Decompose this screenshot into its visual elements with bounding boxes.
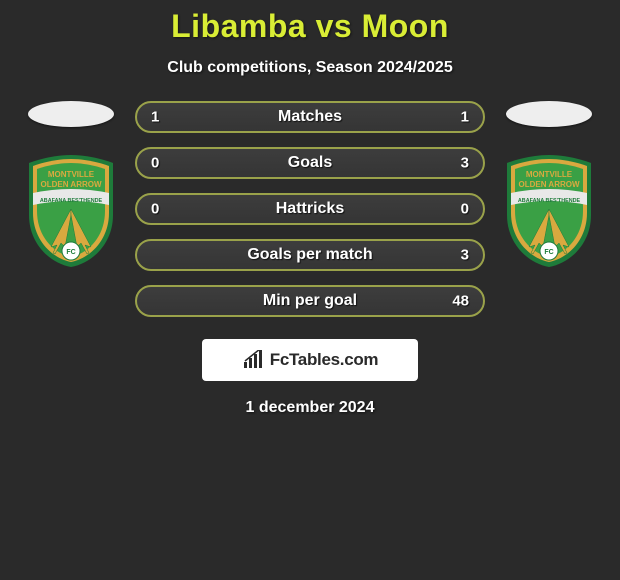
stat-row-goals-per-match: Goals per match 3 [135, 239, 485, 271]
stat-right-value: 48 [452, 293, 469, 310]
stat-row-matches: 1 Matches 1 [135, 101, 485, 133]
brand-link[interactable]: FcTables.com [202, 339, 418, 381]
svg-text:OLDEN ARROW: OLDEN ARROW [518, 180, 579, 189]
stat-right-value: 3 [461, 155, 469, 172]
stat-label: Goals [288, 154, 332, 172]
stat-label: Hattricks [276, 200, 344, 218]
crest-fc-label: FC [66, 249, 75, 256]
stat-label: Goals per match [247, 246, 372, 264]
svg-text:MONTVILLE: MONTVILLE [526, 170, 573, 179]
stat-row-min-per-goal: Min per goal 48 [135, 285, 485, 317]
bar-chart-icon [242, 350, 264, 370]
stat-left-value: 0 [151, 155, 159, 172]
stat-left-value: 1 [151, 109, 159, 126]
page-subtitle: Club competitions, Season 2024/2025 [167, 59, 452, 77]
left-player-col: MONTVILLE OLDEN ARROW ABAFANA BES'THENDE… [21, 101, 121, 269]
footer-date: 1 december 2024 [246, 399, 375, 417]
left-flag-icon [28, 101, 114, 127]
crest-text-top: MONTVILLE [48, 170, 95, 179]
svg-text:ABAFANA BES'THENDE: ABAFANA BES'THENDE [518, 198, 581, 204]
brand-name: FcTables.com [270, 350, 379, 370]
crest-banner-text: ABAFANA BES'THENDE [40, 198, 103, 204]
page-title: Libamba vs Moon [171, 8, 449, 45]
right-club-crest: MONTVILLE OLDEN ARROW ABAFANA BES'THENDE… [499, 153, 599, 269]
main-row: MONTVILLE OLDEN ARROW ABAFANA BES'THENDE… [0, 101, 620, 317]
stat-left-value: 0 [151, 201, 159, 218]
stat-right-value: 3 [461, 247, 469, 264]
stat-row-goals: 0 Goals 3 [135, 147, 485, 179]
comparison-card: Libamba vs Moon Club competitions, Seaso… [0, 0, 620, 417]
right-player-col: MONTVILLE OLDEN ARROW ABAFANA BES'THENDE… [499, 101, 599, 269]
stat-right-value: 0 [461, 201, 469, 218]
right-flag-icon [506, 101, 592, 127]
stat-row-hattricks: 0 Hattricks 0 [135, 193, 485, 225]
stat-right-value: 1 [461, 109, 469, 126]
left-club-crest: MONTVILLE OLDEN ARROW ABAFANA BES'THENDE… [21, 153, 121, 269]
stats-column: 1 Matches 1 0 Goals 3 0 Hattricks 0 Goal… [135, 101, 485, 317]
stat-label: Matches [278, 108, 342, 126]
svg-text:FC: FC [544, 249, 553, 256]
stat-label: Min per goal [263, 292, 357, 310]
crest-text-mid: OLDEN ARROW [40, 180, 101, 189]
